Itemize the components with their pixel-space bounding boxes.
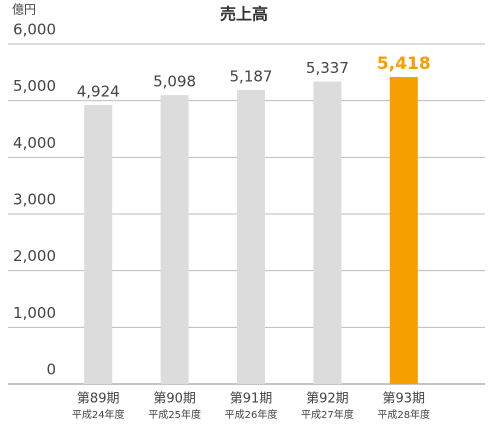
y-tick-label: 4,000 <box>13 134 56 152</box>
bar <box>237 90 265 384</box>
x-tick-label: 第93期 <box>383 392 426 407</box>
x-tick-label: 第91期 <box>230 392 273 407</box>
chart-title: 売上高 <box>220 5 268 24</box>
bar <box>389 76 418 384</box>
x-tick-sublabel: 平成27年度 <box>301 408 354 421</box>
value-label: 4,924 <box>77 82 120 100</box>
x-tick-sublabel: 平成25年度 <box>148 408 201 421</box>
value-label: 5,187 <box>230 68 273 86</box>
x-tick-label: 第90期 <box>153 392 196 407</box>
y-tick-label: 0 <box>46 361 56 379</box>
unit-label: 億円 <box>12 3 36 17</box>
bar <box>160 95 189 384</box>
value-label: 5,337 <box>306 59 349 77</box>
x-tick-label: 第92期 <box>306 392 349 407</box>
x-tick-sublabel: 平成24年度 <box>72 408 125 421</box>
y-tick-label: 2,000 <box>13 247 56 265</box>
y-tick-label: 6,000 <box>13 21 56 39</box>
y-tick-label: 5,000 <box>13 77 56 95</box>
value-label: 5,418 <box>377 54 431 74</box>
x-tick-sublabel: 平成26年度 <box>225 408 278 421</box>
x-tick-label: 第89期 <box>77 392 120 407</box>
y-tick-label: 1,000 <box>13 304 56 322</box>
bar <box>313 81 342 384</box>
bar <box>84 104 113 385</box>
y-tick-label: 3,000 <box>13 191 56 209</box>
x-tick-sublabel: 平成28年度 <box>377 408 430 421</box>
value-label: 5,098 <box>153 73 196 91</box>
